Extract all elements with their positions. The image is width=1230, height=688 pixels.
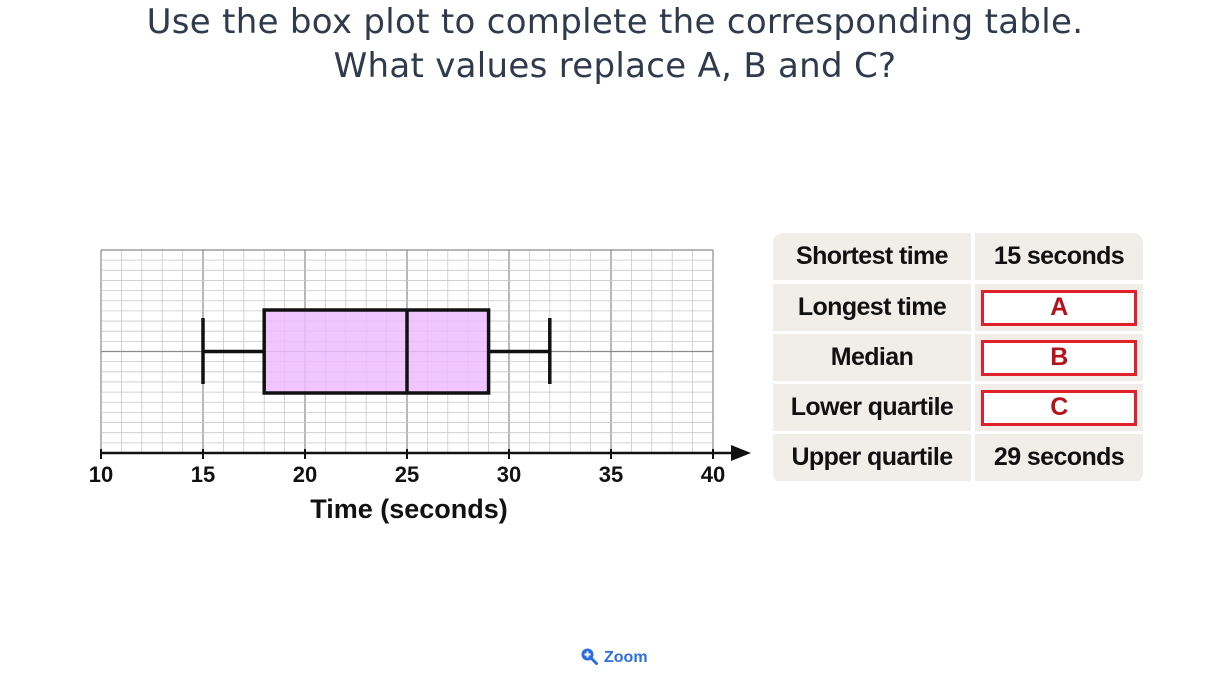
- tick-label: 30: [497, 462, 521, 487]
- tick-label: 40: [701, 462, 725, 487]
- question-line-1: Use the box plot to complete the corresp…: [146, 2, 1084, 42]
- box-plot-chart: 10 15 20 25 30 35 40 Time (seconds): [89, 249, 751, 524]
- tick-label: 25: [395, 462, 419, 487]
- x-axis-arrow: [731, 445, 751, 461]
- row-label: Upper quartile: [773, 434, 971, 481]
- question-line-2: What values replace A, B and C?: [333, 46, 897, 86]
- table-row: Upper quartile 29 seconds: [773, 434, 1143, 481]
- table-row: Median B: [773, 334, 1143, 381]
- tick-label: 10: [89, 462, 113, 487]
- zoom-label: Zoom: [604, 649, 648, 666]
- row-value: 29 seconds: [975, 434, 1143, 481]
- row-value-cell: B: [975, 334, 1143, 381]
- row-label: Shortest time: [773, 233, 971, 280]
- row-value: 15 seconds: [975, 233, 1143, 280]
- row-value-cell: C: [975, 384, 1143, 431]
- row-label: Lower quartile: [773, 384, 971, 431]
- row-label: Median: [773, 334, 971, 381]
- table-row: Shortest time 15 seconds: [773, 233, 1143, 280]
- box-plot: [201, 308, 552, 395]
- summary-table: Shortest time 15 seconds Longest time A …: [773, 233, 1143, 483]
- iqr-box: [262, 308, 491, 395]
- zoom-in-icon: [580, 647, 598, 670]
- table-row: Longest time A: [773, 284, 1143, 331]
- tick-label: 20: [293, 462, 317, 487]
- row-label: Longest time: [773, 284, 971, 331]
- x-axis: [101, 445, 751, 461]
- tick-label: 35: [599, 462, 623, 487]
- tick-label: 15: [191, 462, 215, 487]
- x-axis-ticks: 10 15 20 25 30 35 40: [89, 449, 725, 487]
- answer-box-b[interactable]: B: [981, 339, 1137, 376]
- answer-box-a[interactable]: A: [981, 289, 1137, 326]
- row-value-cell: A: [975, 284, 1143, 331]
- x-axis-title: Time (seconds): [310, 494, 508, 524]
- answer-box-c[interactable]: C: [981, 389, 1137, 426]
- table-row: Lower quartile C: [773, 384, 1143, 431]
- zoom-button[interactable]: Zoom: [580, 646, 648, 670]
